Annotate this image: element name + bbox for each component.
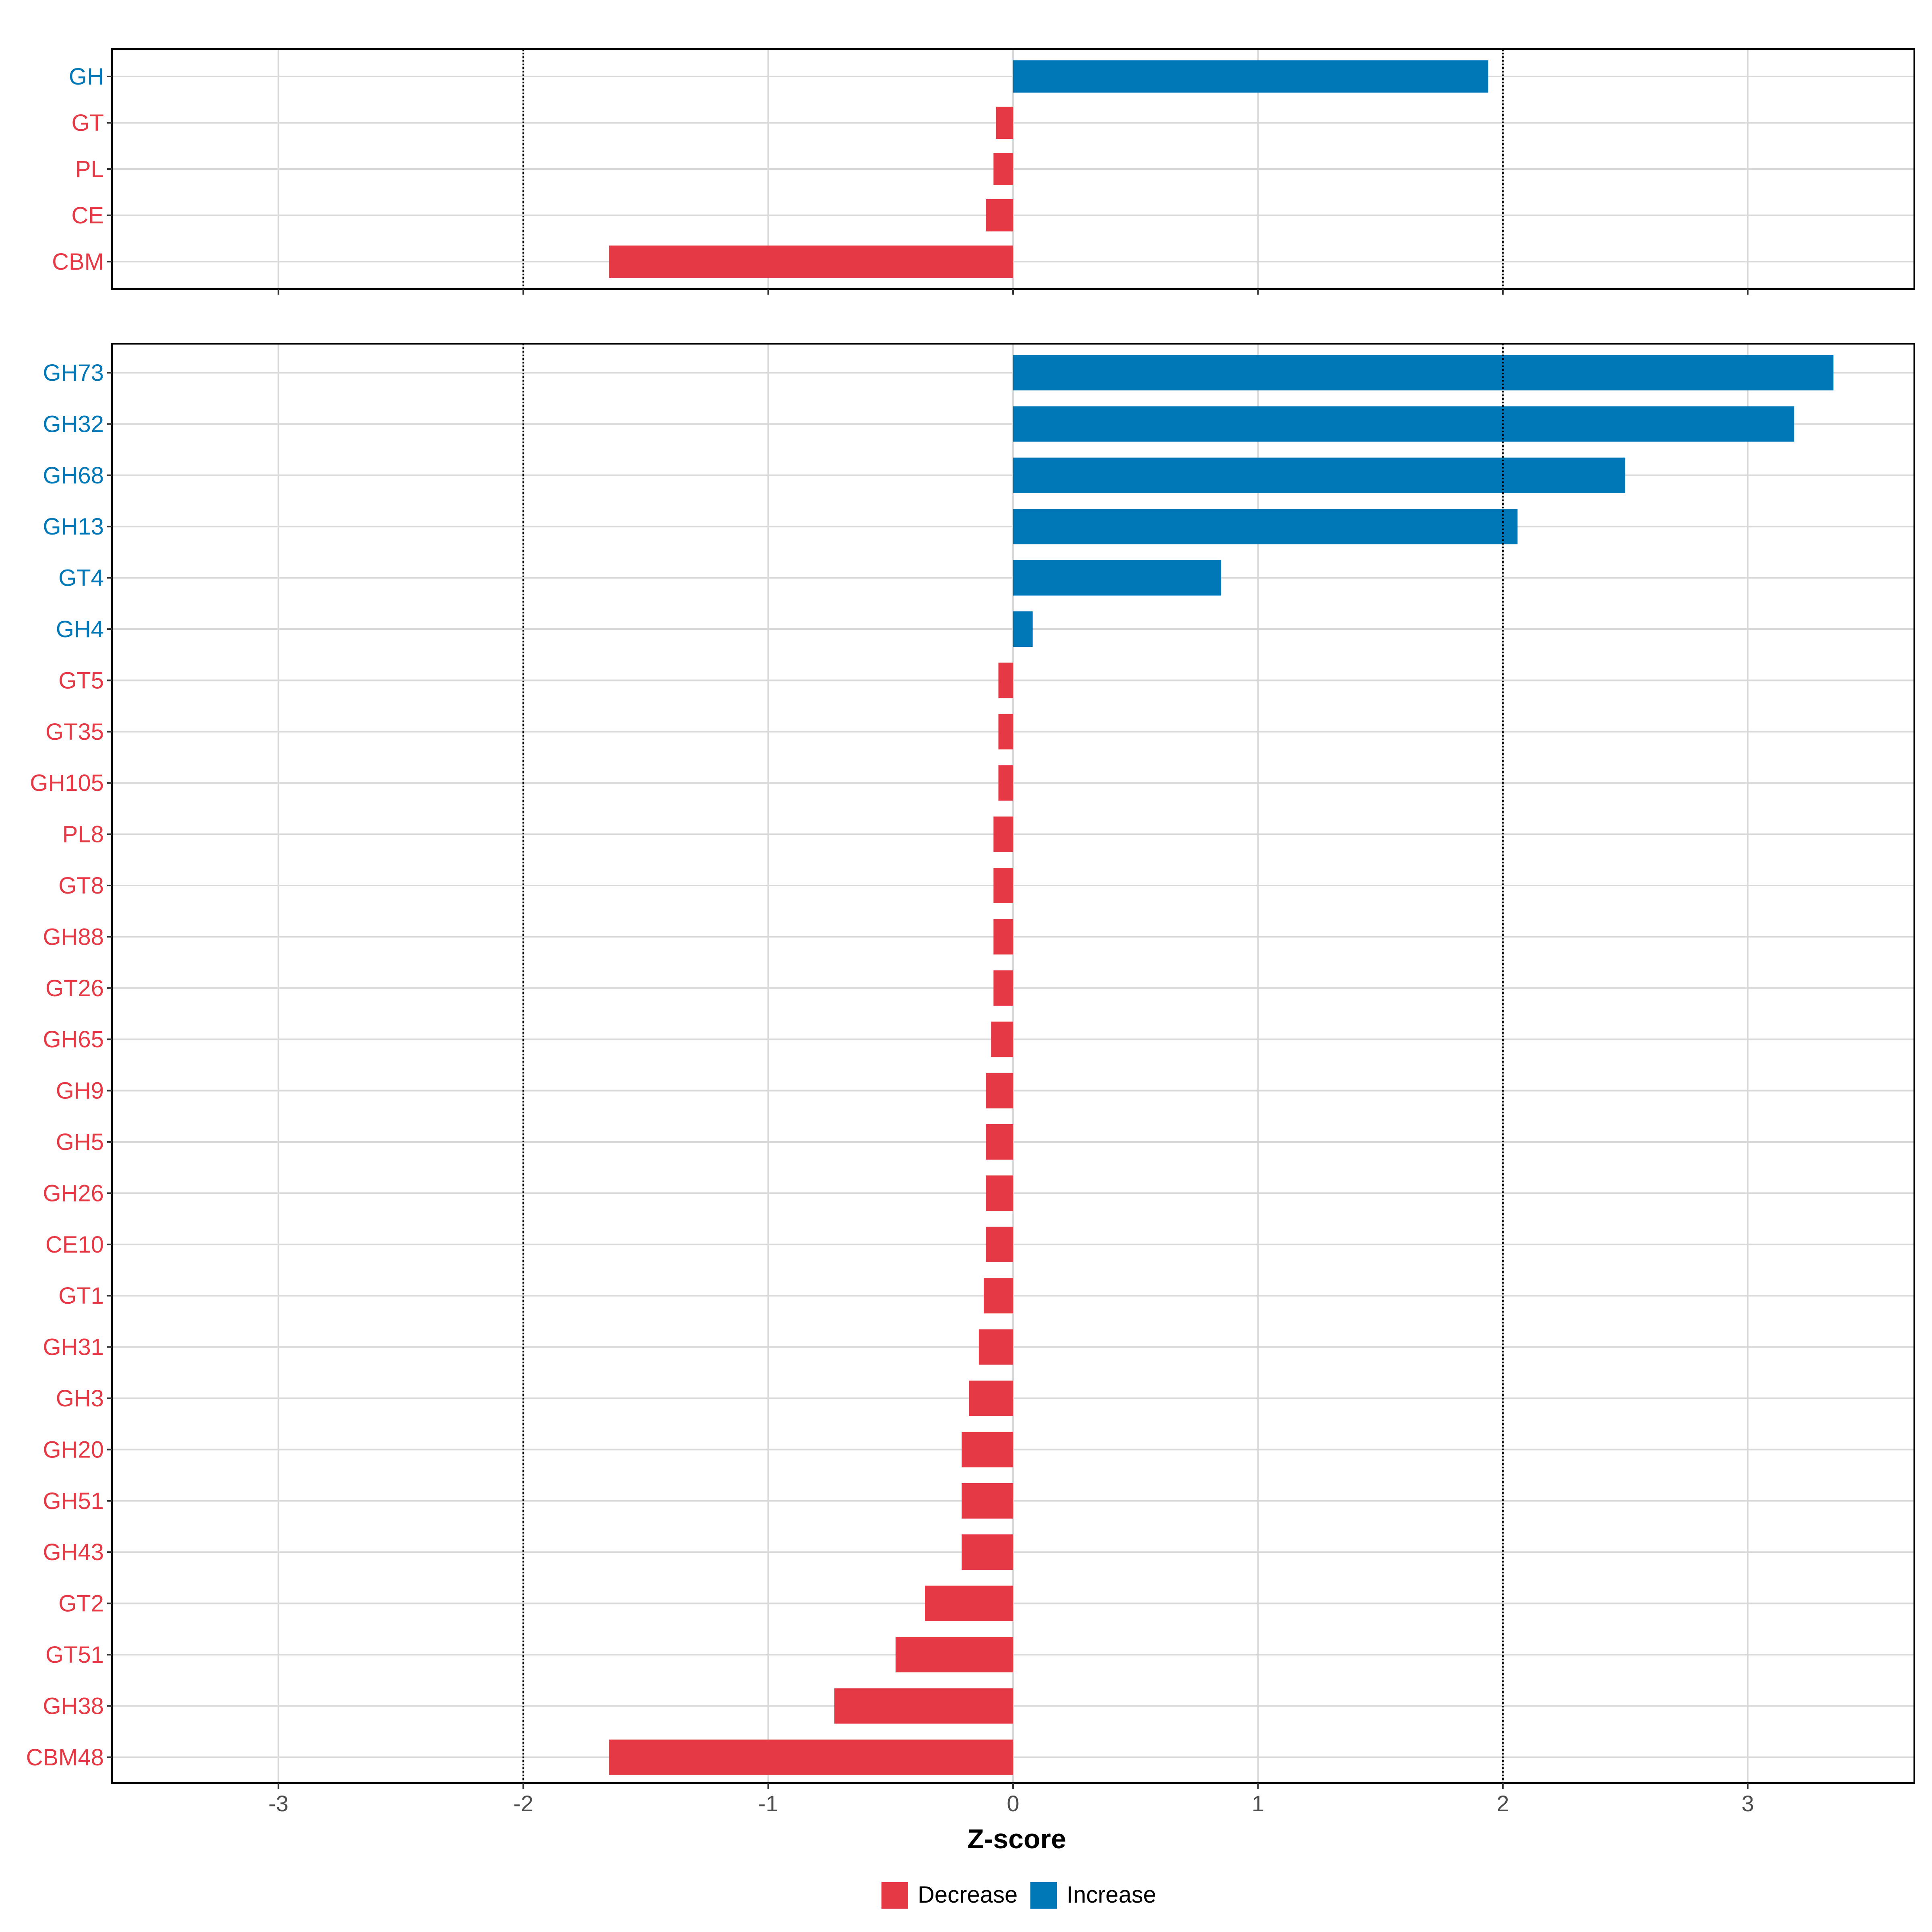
category-label: GT26 — [45, 975, 104, 1001]
category-label: GH88 — [43, 924, 104, 950]
category-label: GT2 — [58, 1591, 104, 1617]
bar-GH9 — [986, 1073, 1013, 1108]
category-label: CE10 — [45, 1232, 104, 1258]
legend: Decrease Increase — [881, 1882, 1156, 1909]
category-label: GH65 — [43, 1026, 104, 1053]
category-label: GT1 — [58, 1283, 104, 1309]
category-label: GH38 — [43, 1693, 104, 1719]
category-label: GH — [69, 64, 104, 90]
category-label: GH68 — [43, 462, 104, 489]
bar-GH4 — [1013, 611, 1033, 647]
category-label: CBM — [52, 249, 104, 275]
category-label: PL8 — [62, 822, 104, 848]
category-label: GH26 — [43, 1180, 104, 1206]
category-label: GH20 — [43, 1437, 104, 1463]
bar-GH43 — [962, 1534, 1013, 1570]
bar-GH31 — [978, 1329, 1013, 1365]
bar-PL8 — [993, 816, 1013, 852]
bar-GH88 — [993, 919, 1013, 955]
bar-CE — [986, 199, 1013, 231]
bar-GT26 — [993, 970, 1013, 1006]
panel-family: GH73GH32GH68GH13GT4GH4GT5GT35GH105PL8GT8… — [26, 343, 1915, 1816]
bar-GH73 — [1013, 355, 1834, 390]
bar-GH — [1013, 60, 1488, 93]
category-label: GH3 — [56, 1385, 104, 1412]
bar-GH32 — [1013, 406, 1794, 442]
bar-GH20 — [962, 1432, 1013, 1468]
category-label: GH9 — [56, 1078, 104, 1104]
bar-GH5 — [986, 1124, 1013, 1160]
category-label: GH73 — [43, 360, 104, 386]
category-label: PL — [75, 156, 104, 182]
bar-GT1 — [983, 1278, 1013, 1314]
category-label: CE — [71, 202, 104, 229]
category-label: GT51 — [45, 1642, 104, 1668]
category-label: GT — [71, 110, 104, 136]
x-tick-label: 0 — [1007, 1791, 1019, 1816]
x-tick-label: 1 — [1252, 1791, 1264, 1816]
x-tick-label: -1 — [758, 1791, 778, 1816]
bar-GT5 — [998, 663, 1013, 698]
bar-GH3 — [969, 1381, 1013, 1416]
bar-GT4 — [1013, 560, 1222, 596]
x-axis-title: Z-score — [967, 1824, 1066, 1854]
bar-GT8 — [993, 868, 1013, 903]
bar-GT51 — [895, 1637, 1013, 1672]
x-tick-label: -2 — [513, 1791, 533, 1816]
x-tick-label: 3 — [1742, 1791, 1754, 1816]
category-label: GH4 — [56, 616, 104, 642]
legend-key-increase — [1030, 1882, 1057, 1909]
category-label: GT8 — [58, 873, 104, 899]
x-tick-label: -3 — [268, 1791, 289, 1816]
bar-CBM — [609, 246, 1013, 278]
bar-GH38 — [834, 1688, 1013, 1724]
category-label: GH32 — [43, 411, 104, 437]
bar-PL — [993, 153, 1013, 185]
category-label: GH31 — [43, 1334, 104, 1360]
bar-GH26 — [986, 1175, 1013, 1211]
category-label: CBM48 — [26, 1744, 104, 1771]
category-label: GH51 — [43, 1488, 104, 1514]
category-label: GH13 — [43, 514, 104, 540]
legend-label-decrease: Decrease — [918, 1882, 1018, 1908]
bar-GT35 — [998, 714, 1013, 749]
bar-GH13 — [1013, 509, 1518, 545]
bar-GH68 — [1013, 457, 1626, 493]
bar-CBM48 — [609, 1739, 1013, 1775]
category-label: GH105 — [30, 770, 104, 796]
category-label: GT4 — [58, 565, 104, 591]
category-label: GH43 — [43, 1539, 104, 1565]
legend-key-decrease — [881, 1882, 908, 1909]
bar-GH105 — [998, 765, 1013, 801]
category-label: GT35 — [45, 719, 104, 745]
bar-GT2 — [925, 1585, 1013, 1621]
category-label: GH5 — [56, 1129, 104, 1155]
legend-label-increase: Increase — [1067, 1882, 1156, 1908]
bar-CE10 — [986, 1226, 1013, 1262]
category-label: GT5 — [58, 667, 104, 694]
bar-GH51 — [962, 1483, 1013, 1519]
x-tick-label: 2 — [1496, 1791, 1509, 1816]
bar-GT — [996, 107, 1013, 139]
bar-GH65 — [991, 1022, 1013, 1057]
panel-class: GH GT PL CE CBM — [52, 48, 1915, 295]
